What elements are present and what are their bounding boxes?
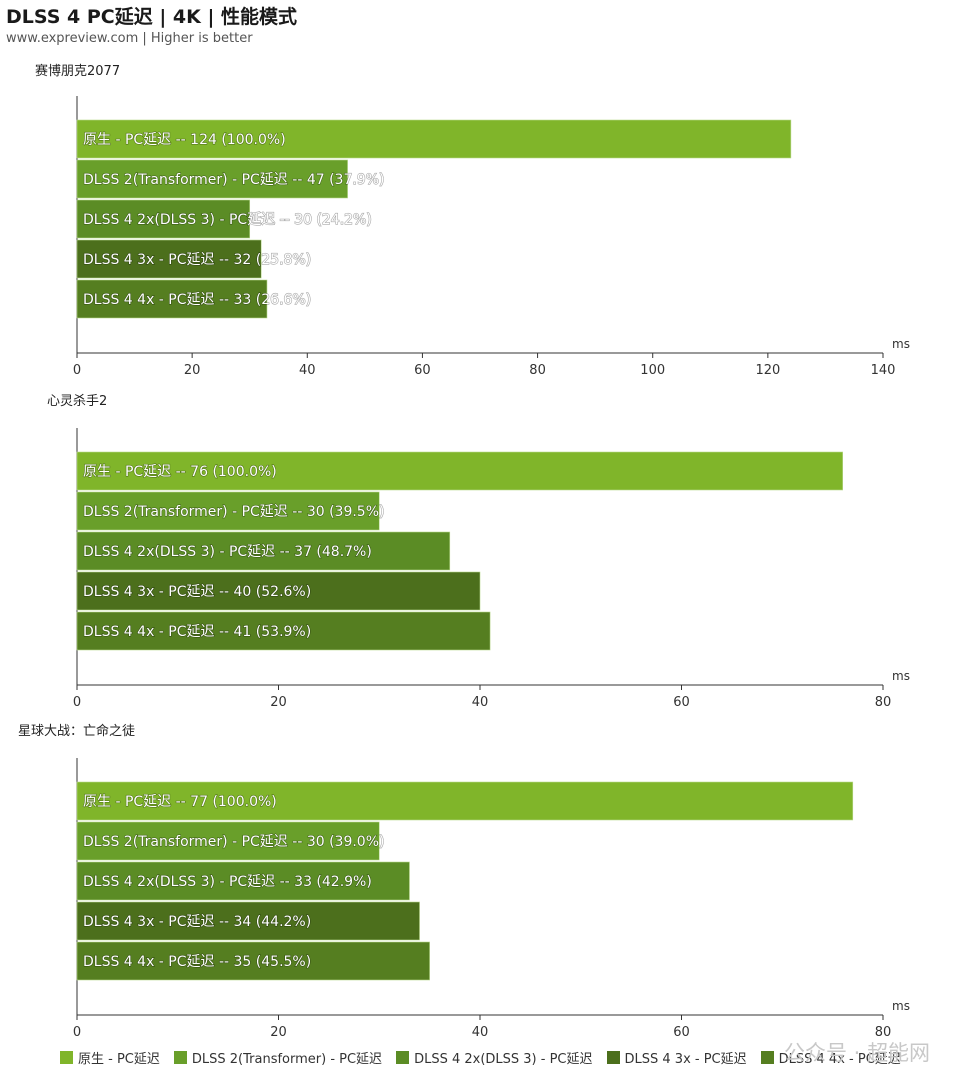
- panel-title-2: 星球大战：亡命之徒: [18, 724, 136, 739]
- legend: 原生 - PC延迟 DLSS 2(Transformer) - PC延迟 DLS…: [60, 1048, 901, 1067]
- bar-label: DLSS 4 3x - PC延迟 -- 34 (44.2%): [83, 914, 311, 930]
- legend-swatch: [396, 1051, 410, 1064]
- bar: [76, 531, 451, 571]
- bar-label: DLSS 2(Transformer) - PC延迟 -- 30 (39.5%): [83, 504, 384, 520]
- bar-label: DLSS 4 2x(DLSS 3) - PC延迟 -- 30 (24.2%): [83, 212, 372, 228]
- x-axis-unit: ms: [892, 669, 910, 683]
- x-tick-label: 0: [73, 363, 81, 378]
- bar: [76, 491, 380, 531]
- x-tick-label: 20: [184, 363, 201, 378]
- chart-panel-0: 赛博朋克2077 0 20 40 60 80 100 120 140 ms 原生 - PC延迟 -…: [0, 56, 960, 386]
- x-tick-label: 40: [472, 1025, 489, 1040]
- legend-swatch: [760, 1051, 774, 1064]
- bar: [76, 119, 792, 159]
- chart-title: DLSS 4 PC延迟 | 4K | 性能模式: [6, 6, 297, 28]
- bar-label: DLSS 4 2x(DLSS 3) - PC延迟 -- 33 (42.9%): [83, 874, 372, 890]
- x-axis-unit: ms: [892, 999, 910, 1013]
- bar: [76, 451, 844, 491]
- x-tick-label: 60: [414, 363, 431, 378]
- legend-label: 原生 - PC延迟: [78, 1052, 160, 1067]
- x-tick-label: 60: [673, 695, 690, 710]
- chart-subtitle: www.expreview.com | Higher is better: [6, 31, 253, 46]
- legend-item-dlss4-3x[interactable]: DLSS 4 3x - PC延迟: [606, 1048, 747, 1067]
- bar-chart-0: 0 20 40 60 80 100 120 140 ms 原生 - PC延迟 -- 124 (10…: [73, 96, 910, 378]
- bar-label: DLSS 4 2x(DLSS 3) - PC延迟 -- 37 (48.7%): [83, 544, 372, 560]
- bar-label: DLSS 4 3x - PC延迟 -- 32 (25.8%): [83, 252, 311, 268]
- bar-label: DLSS 4 4x - PC延迟 -- 35 (45.5%): [83, 954, 311, 970]
- x-tick-label: 40: [472, 695, 489, 710]
- x-tick-label: 80: [529, 363, 546, 378]
- x-tick-label: 120: [755, 363, 780, 378]
- x-tick-label: 20: [270, 1025, 287, 1040]
- bar: [76, 941, 430, 981]
- x-tick-label: 0: [73, 695, 81, 710]
- bar-label: DLSS 4 4x - PC延迟 -- 41 (53.9%): [83, 624, 311, 640]
- x-tick-label: 80: [875, 695, 892, 710]
- legend-label: DLSS 4 3x - PC延迟: [624, 1052, 747, 1067]
- bar-label: DLSS 2(Transformer) - PC延迟 -- 47 (37.9%): [83, 172, 384, 188]
- bar: [76, 861, 410, 901]
- legend-swatch: [60, 1051, 73, 1064]
- bar-label: 原生 - PC延迟 -- 76 (100.0%): [83, 464, 277, 480]
- x-tick-label: 100: [640, 363, 665, 378]
- watermark: 公众号 · 超能网: [783, 1041, 930, 1065]
- bar: [76, 199, 251, 239]
- legend-label: DLSS 4 2x(DLSS 3) - PC延迟: [414, 1052, 593, 1067]
- legend-label: DLSS 2(Transformer) - PC延迟: [191, 1052, 383, 1067]
- bar-label: DLSS 4 3x - PC延迟 -- 40 (52.6%): [83, 584, 311, 600]
- panel-title-0: 赛博朋克2077: [35, 64, 121, 79]
- bar-label: 原生 - PC延迟 -- 124 (100.0%): [83, 132, 286, 148]
- bar: [76, 571, 481, 611]
- x-tick-label: 20: [270, 695, 287, 710]
- legend-label: DLSS 4 4x - PC延迟: [778, 1052, 901, 1067]
- x-axis-unit: ms: [892, 337, 910, 351]
- legend-item-dlss2[interactable]: DLSS 2(Transformer) - PC延迟: [173, 1048, 383, 1067]
- legend-swatch: [606, 1051, 620, 1064]
- x-tick-label: 80: [875, 1025, 892, 1040]
- bar-label: DLSS 4 4x - PC延迟 -- 33 (26.6%): [83, 292, 311, 308]
- legend-item-native[interactable]: 原生 - PC延迟: [60, 1048, 160, 1067]
- chart-panel-2: 星球大战：亡命之徒 0 20 40 60 80 ms 原生 - PC延迟 -- 77 (10…: [0, 718, 960, 1048]
- x-tick-label: 140: [871, 363, 896, 378]
- bar: [76, 901, 420, 941]
- x-tick-label: 60: [673, 1025, 690, 1040]
- x-tick-label: 0: [73, 1025, 81, 1040]
- x-tick-label: 40: [299, 363, 316, 378]
- legend-item-dlss4-2x[interactable]: DLSS 4 2x(DLSS 3) - PC延迟: [396, 1048, 593, 1067]
- bar: [76, 781, 854, 821]
- chart-panel-1: 心灵杀手2 0 20 40 60 80 ms 原生 - PC延迟 -- 76 (100.0%…: [0, 388, 960, 718]
- bar-label: DLSS 2(Transformer) - PC延迟 -- 30 (39.0%): [83, 834, 384, 850]
- bar: [76, 239, 262, 279]
- legend-swatch: [173, 1051, 187, 1064]
- bar-label: 原生 - PC延迟 -- 77 (100.0%): [83, 794, 277, 810]
- panel-title-1: 心灵杀手2: [47, 394, 108, 409]
- bar: [76, 611, 491, 651]
- bar: [76, 279, 268, 319]
- bar: [76, 821, 380, 861]
- bar: [76, 159, 348, 199]
- legend-item-dlss4-4x[interactable]: DLSS 4 4x - PC延迟: [760, 1048, 901, 1067]
